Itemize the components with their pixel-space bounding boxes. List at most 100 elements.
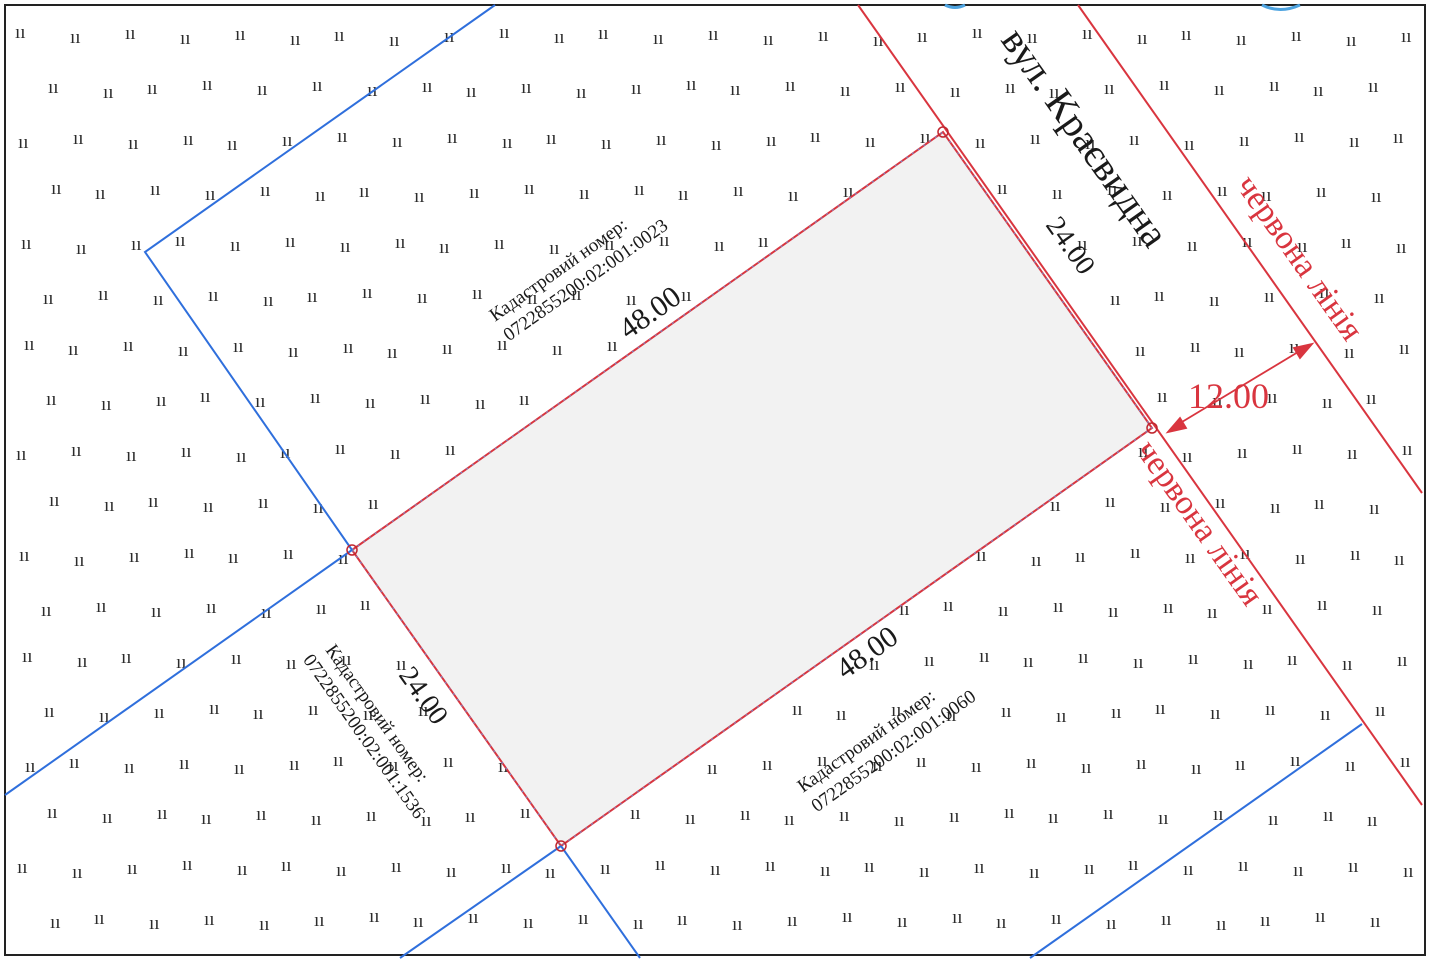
hatch-mark: ıı xyxy=(1400,751,1411,772)
hatch-mark: ıı xyxy=(1341,232,1352,253)
hatch-mark: ıı xyxy=(600,858,611,879)
hatch-mark: ıı xyxy=(997,178,1008,199)
hatch-mark: ıı xyxy=(1375,700,1386,721)
hatch-mark: ıı xyxy=(465,806,476,827)
hatch-mark: ıı xyxy=(897,911,908,932)
hatch-mark: ıı xyxy=(209,698,220,719)
hatch-mark: ıı xyxy=(1084,858,1095,879)
hatch-mark: ıı xyxy=(1182,446,1193,467)
subject-parcel-outline-blue xyxy=(351,131,1153,847)
hatch-mark: ıı xyxy=(391,856,402,877)
hatch-mark: ıı xyxy=(1217,180,1228,201)
hatch-mark: ıı xyxy=(392,131,403,152)
hatch-mark: ıı xyxy=(653,28,664,49)
hatch-mark: ıı xyxy=(1106,913,1117,934)
hatch-mark: ıı xyxy=(475,393,486,414)
hatch-mark: ıı xyxy=(94,908,105,929)
hatch-mark: ıı xyxy=(711,134,722,155)
hatch-mark: ıı xyxy=(633,913,644,934)
hatch-mark: ıı xyxy=(227,134,238,155)
hatch-mark: ıı xyxy=(1297,236,1308,257)
hatch-mark: ıı xyxy=(442,338,453,359)
hatch-mark: ıı xyxy=(22,646,33,667)
hatch-mark: ıı xyxy=(1402,439,1413,460)
hatch-mark: ıı xyxy=(366,805,377,826)
hatch-mark: ıı xyxy=(1345,755,1356,776)
hatch-mark: ıı xyxy=(1371,186,1382,207)
hatch-mark: ıı xyxy=(1110,289,1121,310)
hatch-mark: ıı xyxy=(836,704,847,725)
hatch-mark: ıı xyxy=(1157,386,1168,407)
hatch-mark: ıı xyxy=(631,78,642,99)
hatch-mark: ıı xyxy=(181,441,192,462)
hatch-mark: ıı xyxy=(733,180,744,201)
hatch-mark: ıı xyxy=(281,855,292,876)
hatch-mark: ıı xyxy=(234,758,245,779)
hatch-mark: ıı xyxy=(1108,601,1119,622)
red-line-west xyxy=(857,4,1423,806)
hatch-mark: ıı xyxy=(390,443,401,464)
hatch-mark: ıı xyxy=(69,752,80,773)
hatch-mark: ıı xyxy=(51,178,62,199)
hatch-mark: ıı xyxy=(1187,235,1198,256)
hatch-mark: ıı xyxy=(1399,338,1410,359)
hatch-mark: ıı xyxy=(1029,862,1040,883)
hatch-mark: ıı xyxy=(1155,698,1166,719)
hatch-mark: ıı xyxy=(1293,860,1304,881)
arrow-head-upper xyxy=(1292,342,1315,360)
hatch-mark: ıı xyxy=(72,862,83,883)
hatch-mark: ıı xyxy=(1184,134,1195,155)
hatch-mark: ıı xyxy=(418,700,429,721)
red-lines xyxy=(857,4,1423,806)
hatch-mark: ıı xyxy=(630,803,641,824)
hatch-mark: ıı xyxy=(707,758,718,779)
hatch-mark: ıı xyxy=(552,339,563,360)
hatch-mark: ıı xyxy=(128,133,139,154)
hatch-mark: ıı xyxy=(1267,387,1278,408)
hatch-mark: ıı xyxy=(129,546,140,567)
hatch-mark: ıı xyxy=(820,860,831,881)
hatch-mark: ıı xyxy=(1243,653,1254,674)
hatch-mark: ıı xyxy=(1023,651,1034,672)
hatch-mark: ıı xyxy=(103,82,114,103)
hatch-mark: ıı xyxy=(233,336,244,357)
hatch-mark: ıı xyxy=(1082,23,1093,44)
hatch-mark: ıı xyxy=(231,648,242,669)
hatch-mark: ıı xyxy=(677,909,688,930)
hatch-mark: ıı xyxy=(1183,859,1194,880)
vertex-west xyxy=(346,544,358,556)
hatch-mark: ıı xyxy=(307,286,318,307)
hatch-mark: ıı xyxy=(147,78,158,99)
hatch-mark: ıı xyxy=(498,756,509,777)
hatch-mark: ıı xyxy=(1368,76,1379,97)
hatch-mark: ıı xyxy=(95,183,106,204)
hatch-mark: ıı xyxy=(49,490,60,511)
hatch-mark: ıı xyxy=(50,912,61,933)
hatch-mark: ıı xyxy=(414,186,425,207)
hatch-mark: ıı xyxy=(1291,25,1302,46)
hatch-mark: ıı xyxy=(1372,599,1383,620)
hatch-mark: ıı xyxy=(310,387,321,408)
hatch-mark: ıı xyxy=(445,439,456,460)
hatch-mark: ıı xyxy=(1107,179,1118,200)
hatch-mark: ıı xyxy=(843,181,854,202)
hatch-mark: ıı xyxy=(1027,27,1038,48)
hatch-mark: ıı xyxy=(183,129,194,150)
hatch-mark: ıı xyxy=(788,185,799,206)
hatch-mark: ıı xyxy=(421,810,432,831)
red-line-label-lower: червона лінія xyxy=(1128,433,1270,613)
hatch-mark: ıı xyxy=(894,810,905,831)
hatch-mark: ıı xyxy=(102,807,113,828)
hatch-mark: ıı xyxy=(1261,185,1272,206)
hatch-mark: ıı xyxy=(949,806,960,827)
hatch-mark: ıı xyxy=(869,654,880,675)
hatch-mark: ıı xyxy=(338,548,349,569)
hatch-mark: ıı xyxy=(16,444,27,465)
hatch-mark: ıı xyxy=(1235,754,1246,775)
hatch-mark: ıı xyxy=(763,29,774,50)
hatch-mark: ıı xyxy=(24,334,35,355)
hatch-mark: ıı xyxy=(150,179,161,200)
top-decoration xyxy=(944,3,1301,11)
hatch-mark: ıı xyxy=(758,231,769,252)
hatch-mark: ıı xyxy=(1075,546,1086,567)
